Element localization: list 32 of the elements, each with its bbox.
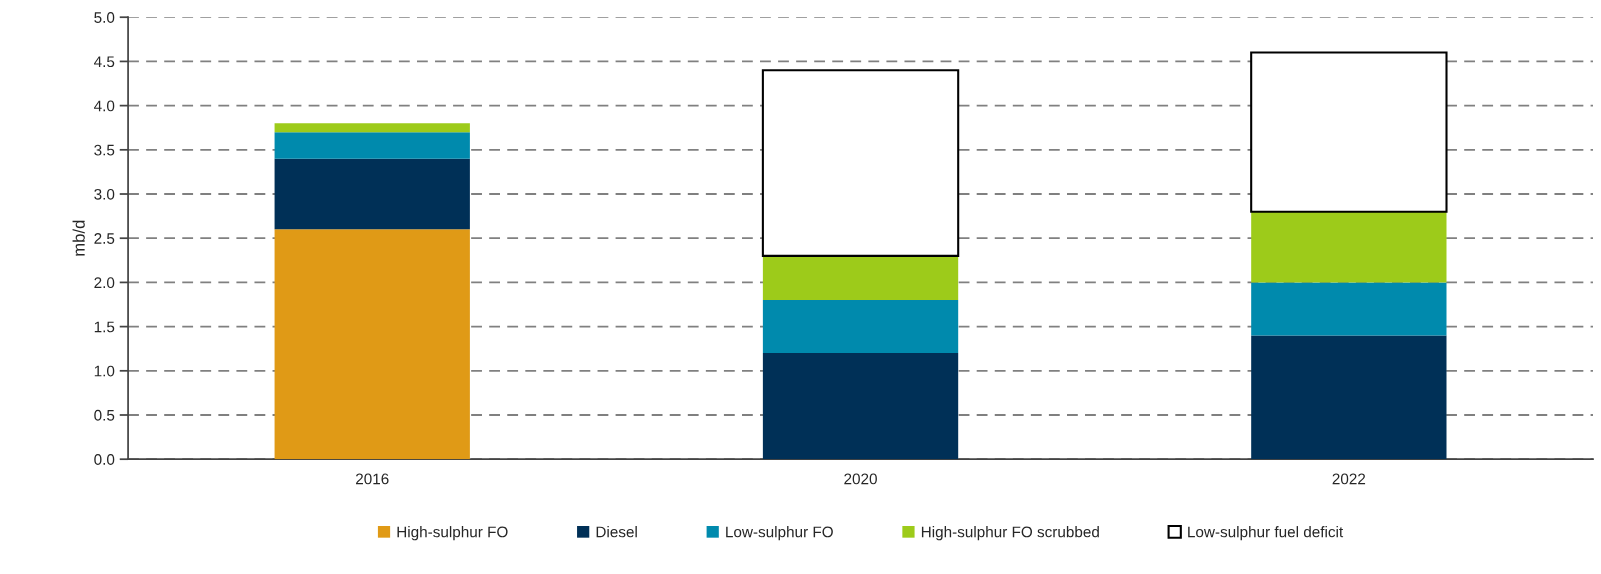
bar xyxy=(1251,211,1447,283)
y-axis-title: mb/d xyxy=(72,220,85,256)
bar xyxy=(761,69,960,257)
bar xyxy=(274,158,470,230)
y-tick-label: 0.5 xyxy=(94,409,115,421)
y-tick-label: 3.5 xyxy=(94,144,115,156)
legend-label: High-sulphur FO xyxy=(397,526,508,541)
y-tick-label: 1.5 xyxy=(94,321,115,333)
bar xyxy=(274,229,470,460)
y-tick-label: 3.0 xyxy=(94,188,115,200)
x-tick-label: 2016 xyxy=(356,473,389,485)
x-tick-label: 2020 xyxy=(844,473,877,485)
y-tick-label: 2.0 xyxy=(94,277,115,289)
y-tick-label: 1.0 xyxy=(94,365,115,377)
y-tick-label: 0.0 xyxy=(94,454,115,465)
bar xyxy=(274,123,470,133)
bar xyxy=(1250,51,1448,213)
legend-label: Diesel xyxy=(596,526,637,538)
bar xyxy=(1251,335,1447,460)
bar xyxy=(762,300,959,354)
bar xyxy=(1251,282,1447,336)
bar xyxy=(274,132,470,159)
legend-label: Low-sulphur FO xyxy=(726,526,833,541)
bar xyxy=(762,255,959,301)
legend-label: High-sulphur FO scrubbed xyxy=(921,526,1099,541)
bar xyxy=(762,353,959,460)
y-tick-label: 4.0 xyxy=(94,100,115,112)
y-tick-label: 4.5 xyxy=(94,56,115,68)
legend-label: Low-sulphur fuel deficit xyxy=(1188,526,1344,541)
y-tick-label: 5.0 xyxy=(94,12,115,23)
y-tick-label: 2.5 xyxy=(94,233,115,244)
x-tick-label: 2022 xyxy=(1332,473,1366,485)
